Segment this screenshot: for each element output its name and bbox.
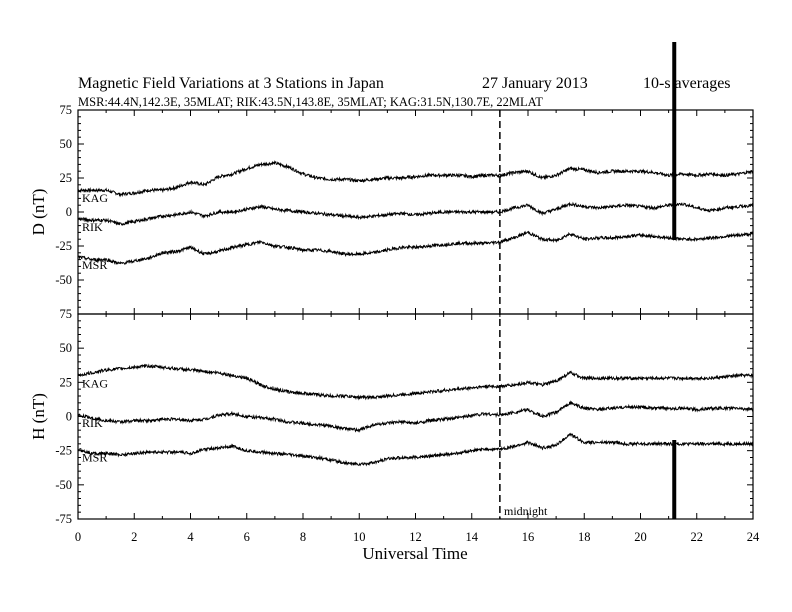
series-label-kag: KAG	[82, 191, 108, 205]
x-tick-label: 6	[244, 530, 250, 544]
y-tick-label: -25	[55, 444, 72, 458]
x-tick-label: 10	[353, 530, 366, 544]
series-line-msr	[77, 432, 754, 467]
y-tick-label: 25	[60, 375, 73, 389]
y-tick-label: 25	[60, 171, 73, 185]
x-tick-label: 24	[747, 530, 760, 544]
y-tick-label: 0	[66, 205, 72, 219]
series-label-rik: RIK	[82, 220, 103, 234]
x-tick-label: 2	[131, 530, 137, 544]
x-tick-label: 4	[187, 530, 194, 544]
y-tick-label: -50	[55, 478, 72, 492]
y-axis-label: D (nT)	[29, 189, 48, 236]
panel-frame	[77, 313, 754, 520]
series-label-rik: RIK	[82, 416, 103, 430]
chart-title: Magnetic Field Variations at 3 Stations …	[78, 75, 384, 92]
y-tick-label: -50	[55, 273, 72, 287]
series-label-kag: KAG	[82, 377, 108, 391]
plot-area: 75 50 25 0 -25 -50 D (nT) KAG RIK MSR 75 50 25 0 -25 -5…	[29, 42, 760, 544]
series-line-rik	[77, 400, 754, 433]
x-tick-label: 0	[75, 530, 81, 544]
chart-averaging: 10-s averages	[643, 75, 731, 92]
y-tick-label: 50	[60, 137, 73, 151]
x-tick-label: 18	[578, 530, 591, 544]
series-label-msr: MSR	[82, 258, 107, 272]
x-tick-label: 16	[522, 530, 535, 544]
x-tick-label: 14	[466, 530, 479, 544]
series-line-kag	[77, 160, 754, 198]
x-tick-label: 8	[300, 530, 306, 544]
series-line-rik	[77, 201, 754, 226]
chart-date: 27 January 2013	[482, 75, 588, 92]
y-tick-label: 0	[66, 410, 72, 424]
series-line-kag	[77, 363, 754, 401]
y-tick-label: -25	[55, 239, 72, 253]
y-tick-label: 75	[60, 103, 73, 117]
y-tick-label: 75	[60, 307, 73, 321]
x-tick-label: 20	[634, 530, 647, 544]
x-axis-label: Universal Time	[362, 544, 467, 563]
series-label-msr: MSR	[82, 450, 107, 464]
y-tick-label: -75	[55, 512, 72, 526]
x-tick-label: 12	[409, 530, 422, 544]
y-tick-label: 50	[60, 341, 73, 355]
y-axis-label: H (nT)	[29, 393, 48, 440]
x-tick-label: 22	[691, 530, 704, 544]
midnight-label: midnight	[504, 504, 548, 518]
stations-info: MSR:44.4N,142.3E, 35MLAT; RIK:43.5N,143.…	[78, 95, 543, 109]
series-line-msr	[77, 230, 754, 266]
panel-frame	[77, 109, 754, 315]
